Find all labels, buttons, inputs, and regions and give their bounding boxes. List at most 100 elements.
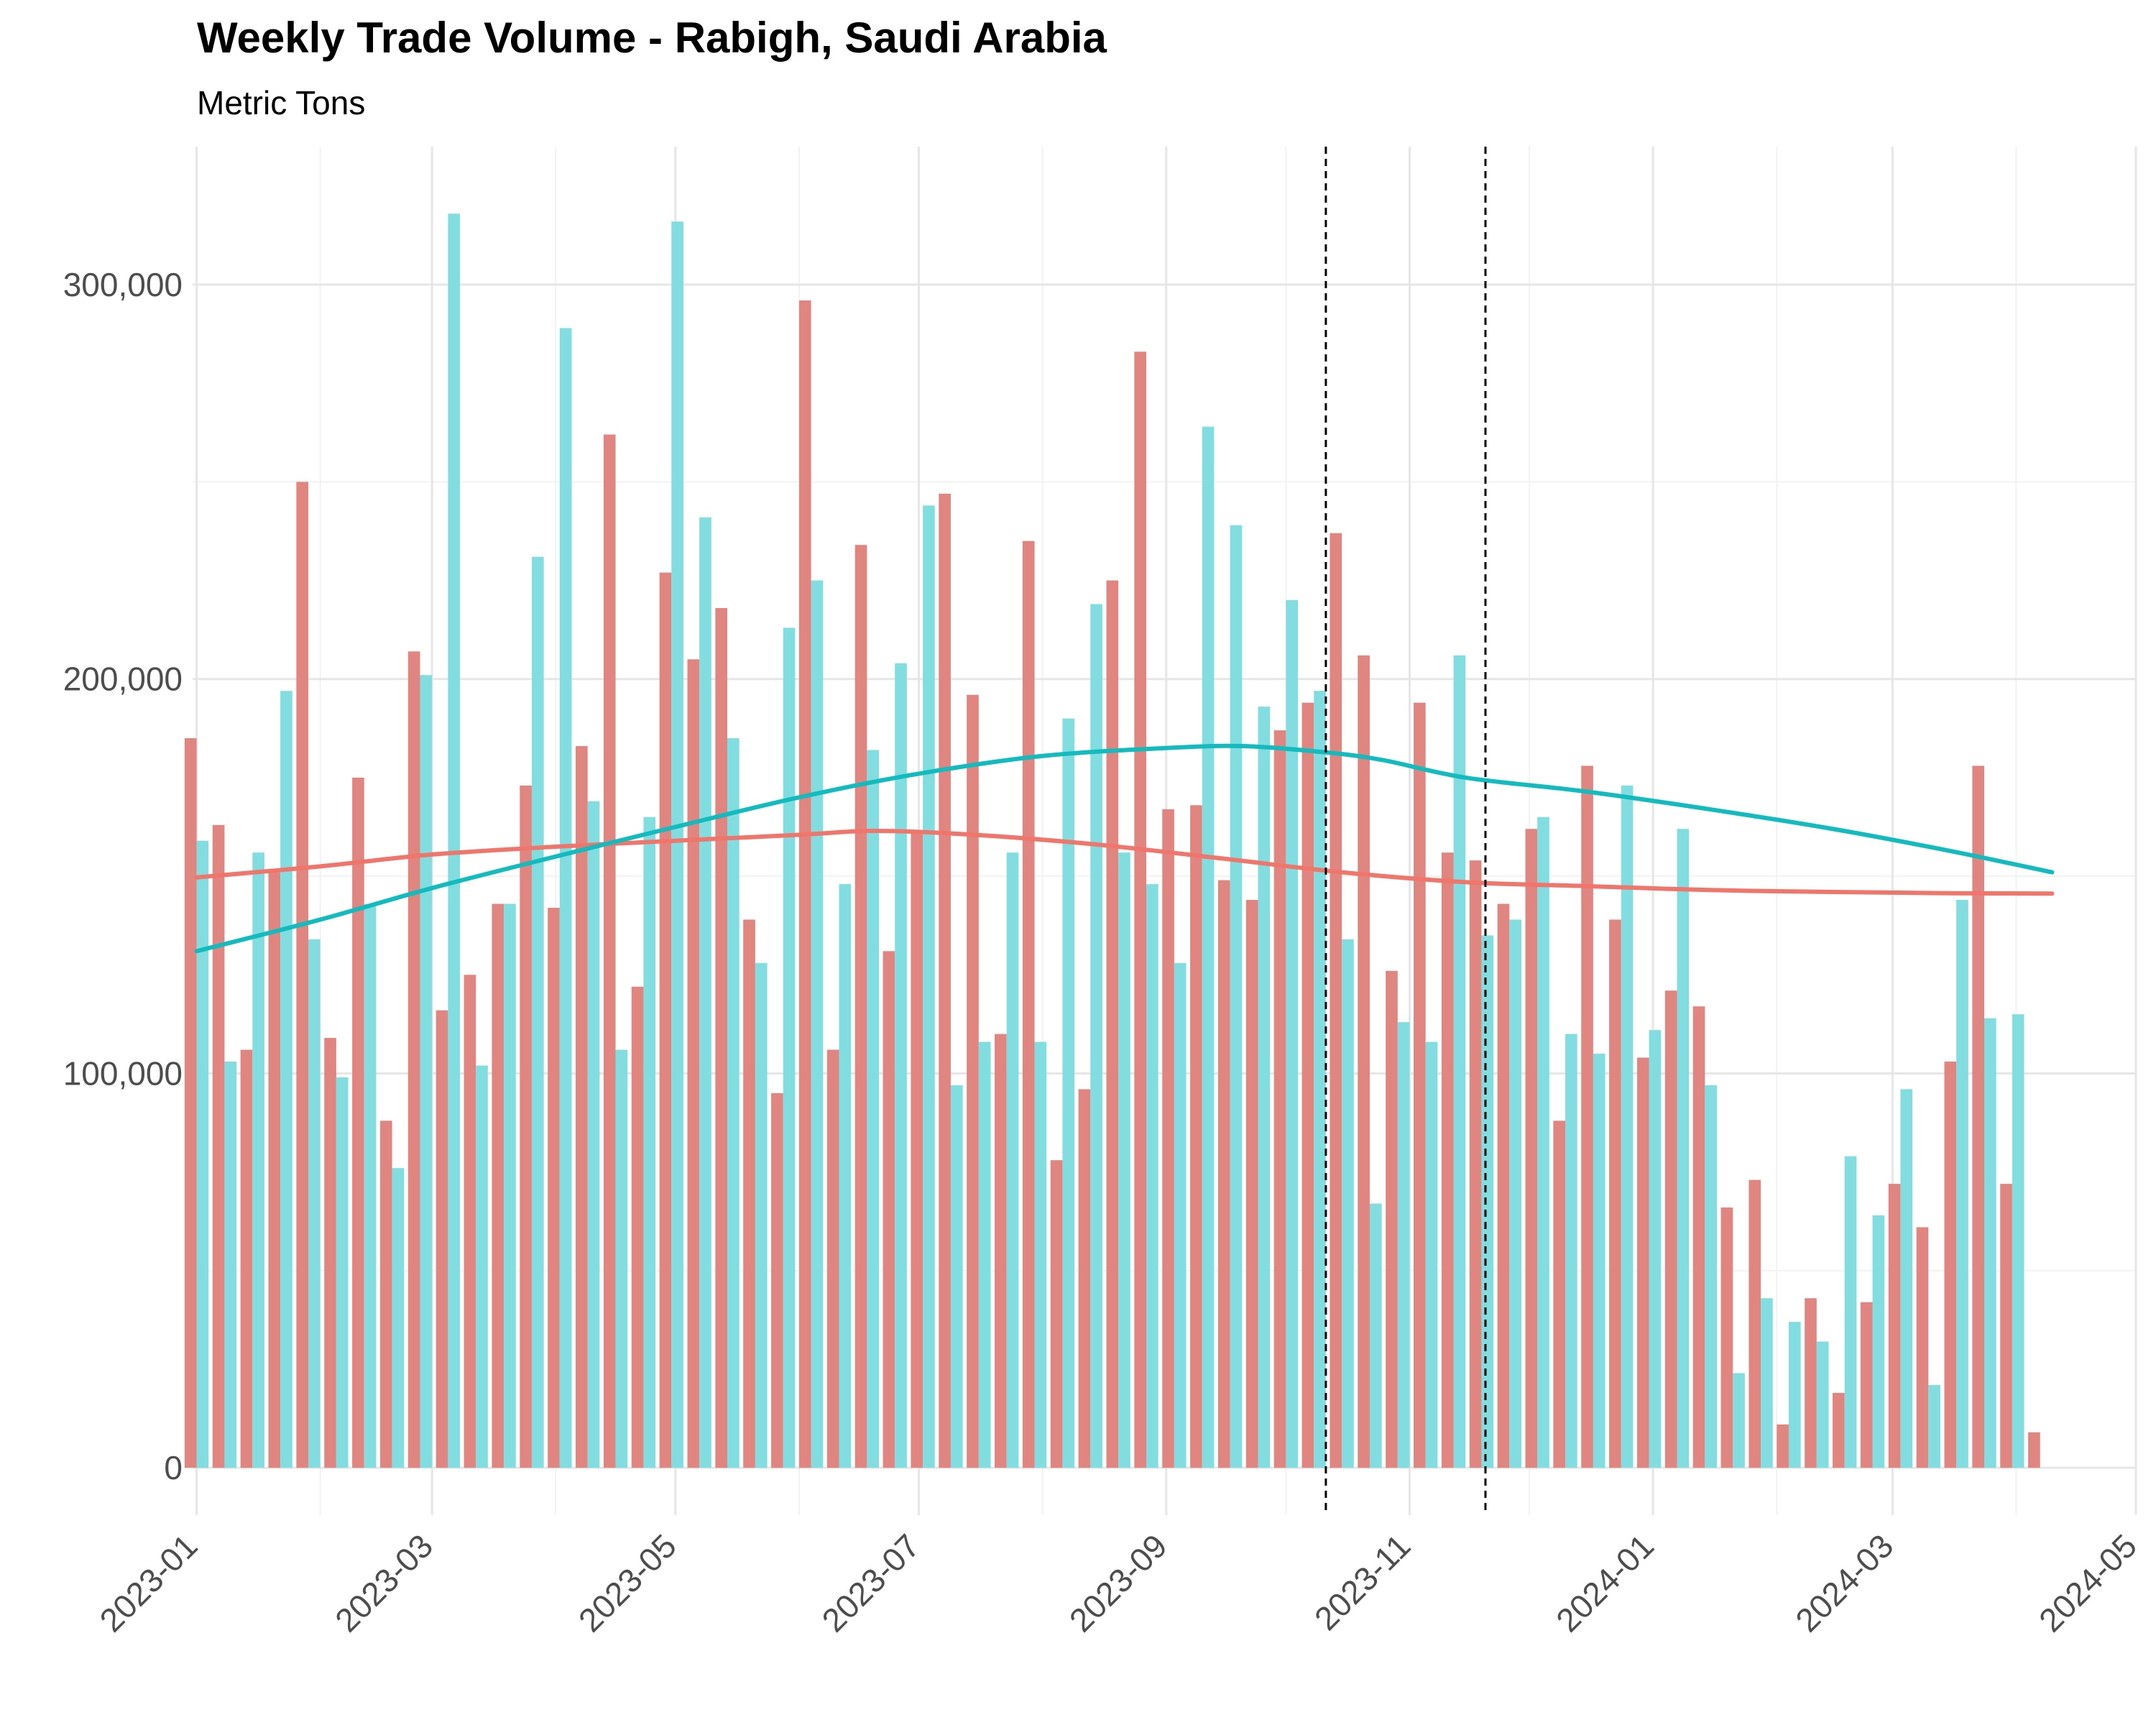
bar (420, 675, 433, 1468)
bar (1162, 809, 1174, 1468)
bar (671, 221, 683, 1468)
bar (1984, 1018, 1996, 1468)
bar (1062, 718, 1075, 1468)
bar (1106, 580, 1119, 1468)
bar (1916, 1227, 1929, 1468)
bar (1118, 852, 1130, 1468)
bar (464, 975, 476, 1468)
bar (1230, 525, 1243, 1468)
bar (1286, 600, 1299, 1468)
bar (1217, 880, 1230, 1468)
bar (559, 328, 572, 1468)
bar (448, 213, 461, 1468)
bar (923, 505, 935, 1468)
bar (1900, 1089, 1913, 1468)
bar (252, 852, 264, 1468)
bar (1593, 1054, 1606, 1468)
bar (659, 572, 672, 1468)
bar (1705, 1085, 1718, 1468)
bar (1369, 1203, 1382, 1468)
bar (743, 919, 755, 1468)
bar (392, 1168, 405, 1468)
x-tick-label: 2023-05 (571, 1527, 683, 1639)
bar (407, 651, 420, 1468)
x-tick-label: 2023-03 (328, 1527, 440, 1639)
bar (755, 962, 768, 1468)
bar (2028, 1432, 2040, 1468)
bar (1314, 691, 1326, 1468)
bar (1090, 604, 1102, 1468)
bar (1425, 1041, 1438, 1468)
bar (771, 1092, 783, 1468)
bar (1749, 1179, 1761, 1468)
bar (811, 580, 824, 1468)
bar (1386, 970, 1398, 1468)
bar (967, 694, 979, 1468)
bar (1497, 903, 1510, 1468)
bar (364, 903, 377, 1468)
bar (1928, 1384, 1940, 1468)
bar (939, 493, 951, 1468)
bar (1872, 1215, 1885, 1468)
bar (1302, 702, 1314, 1468)
bar (1888, 1184, 1901, 1468)
trend-line (194, 828, 2055, 896)
y-tick-label: 0 (164, 1449, 183, 1486)
bar (1565, 1034, 1577, 1468)
bar (826, 1049, 839, 1468)
bar (715, 607, 728, 1468)
x-tick-label: 2023-07 (814, 1527, 926, 1639)
bar (1258, 707, 1271, 1468)
bar (727, 738, 740, 1468)
trend-lines (194, 743, 2055, 954)
bar (699, 517, 711, 1468)
bar (1972, 765, 1985, 1468)
bar (492, 903, 505, 1468)
bar (587, 801, 600, 1468)
bar (1788, 1322, 1801, 1468)
chart-title: Weekly Trade Volume - Rabigh, Saudi Arab… (197, 14, 1107, 62)
bar (1441, 852, 1454, 1468)
bar (687, 659, 700, 1468)
bar (324, 1038, 336, 1468)
bar (1844, 1156, 1857, 1468)
bar (1621, 785, 1634, 1468)
bar (995, 1034, 1007, 1468)
bar (436, 1010, 448, 1468)
y-axis: 0 100,000 200,000 300,000 (63, 266, 183, 1486)
bar (631, 986, 644, 1468)
bar (1022, 540, 1035, 1468)
bar (504, 903, 516, 1468)
x-tick-label: 2024-05 (2032, 1527, 2144, 1639)
bar (1469, 860, 1482, 1468)
chart-subtitle: Metric Tons (197, 84, 366, 121)
bar (643, 816, 656, 1468)
bar (1777, 1424, 1789, 1468)
y-tick-label: 300,000 (63, 266, 183, 303)
bar (1006, 852, 1019, 1468)
bar (1720, 1208, 1733, 1468)
x-tick-label: 2023-11 (1307, 1527, 1418, 1637)
bar (950, 1085, 963, 1468)
bars (184, 213, 2040, 1468)
bar (1860, 1302, 1873, 1468)
bar (1816, 1341, 1829, 1468)
bar (240, 1049, 253, 1468)
bar (1956, 900, 1968, 1468)
bar (1397, 1022, 1410, 1468)
bar (1609, 919, 1621, 1468)
bar (1453, 655, 1466, 1468)
x-axis: 2023-01 2023-03 2023-05 2023-07 2023-09 2023-… (92, 1527, 2144, 1639)
bar (308, 939, 321, 1468)
x-tick-label: 2023-01 (92, 1527, 204, 1639)
bar (1944, 1061, 1957, 1468)
bar (224, 1061, 237, 1468)
trend-line (194, 743, 2055, 954)
bar (1481, 935, 1494, 1468)
bar (1414, 702, 1426, 1468)
bar (196, 840, 209, 1468)
bar (1190, 805, 1202, 1468)
bar (1833, 1392, 1845, 1468)
bar (1692, 1006, 1705, 1468)
bar (839, 884, 852, 1468)
